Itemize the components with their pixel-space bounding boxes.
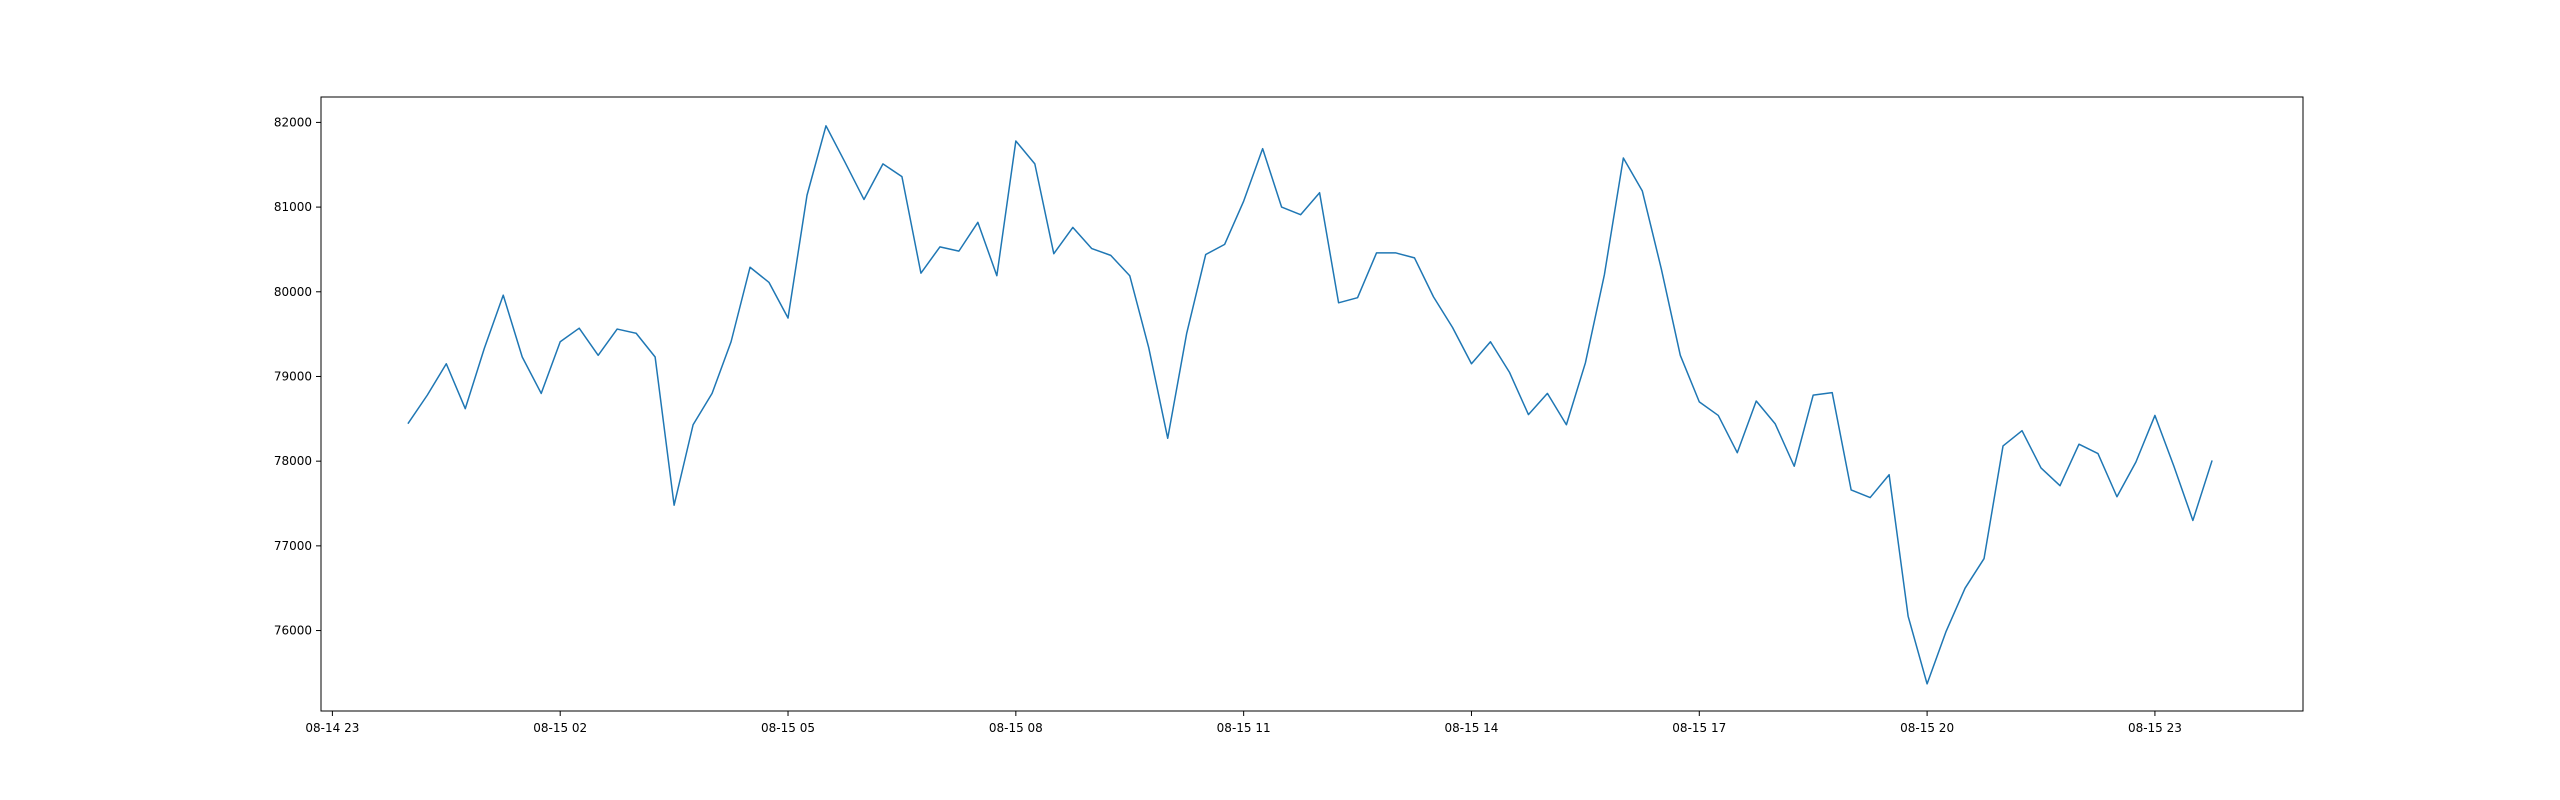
y-tick-label: 79000 [274, 369, 312, 383]
x-tick-label: 08-14 23 [305, 721, 359, 735]
y-tick-label: 78000 [274, 454, 312, 468]
y-tick-label: 80000 [274, 285, 312, 299]
series-line [407, 125, 2213, 685]
x-tick-label: 08-15 14 [1444, 721, 1498, 735]
x-tick-label: 08-15 02 [533, 721, 587, 735]
plot-frame [320, 96, 2304, 712]
y-tick-label: 76000 [274, 624, 312, 638]
x-tick-label: 08-15 11 [1217, 721, 1271, 735]
x-tick-label: 08-15 08 [989, 721, 1043, 735]
x-axis: 08-14 23 08-15 02 08-15 05 08-15 08 08-15 11… [305, 711, 2182, 735]
plot-area [407, 125, 2213, 685]
x-tick-label: 08-15 17 [1672, 721, 1726, 735]
x-tick-label: 08-15 05 [761, 721, 815, 735]
y-tick-label: 81000 [274, 200, 312, 214]
y-tick-label: 82000 [274, 115, 312, 129]
x-tick-label: 08-15 23 [2128, 721, 2182, 735]
y-tick-label: 77000 [274, 539, 312, 553]
y-axis: 76000 77000 78000 79000 80000 81000 82000 [274, 115, 321, 638]
x-tick-label: 08-15 20 [1900, 721, 1954, 735]
